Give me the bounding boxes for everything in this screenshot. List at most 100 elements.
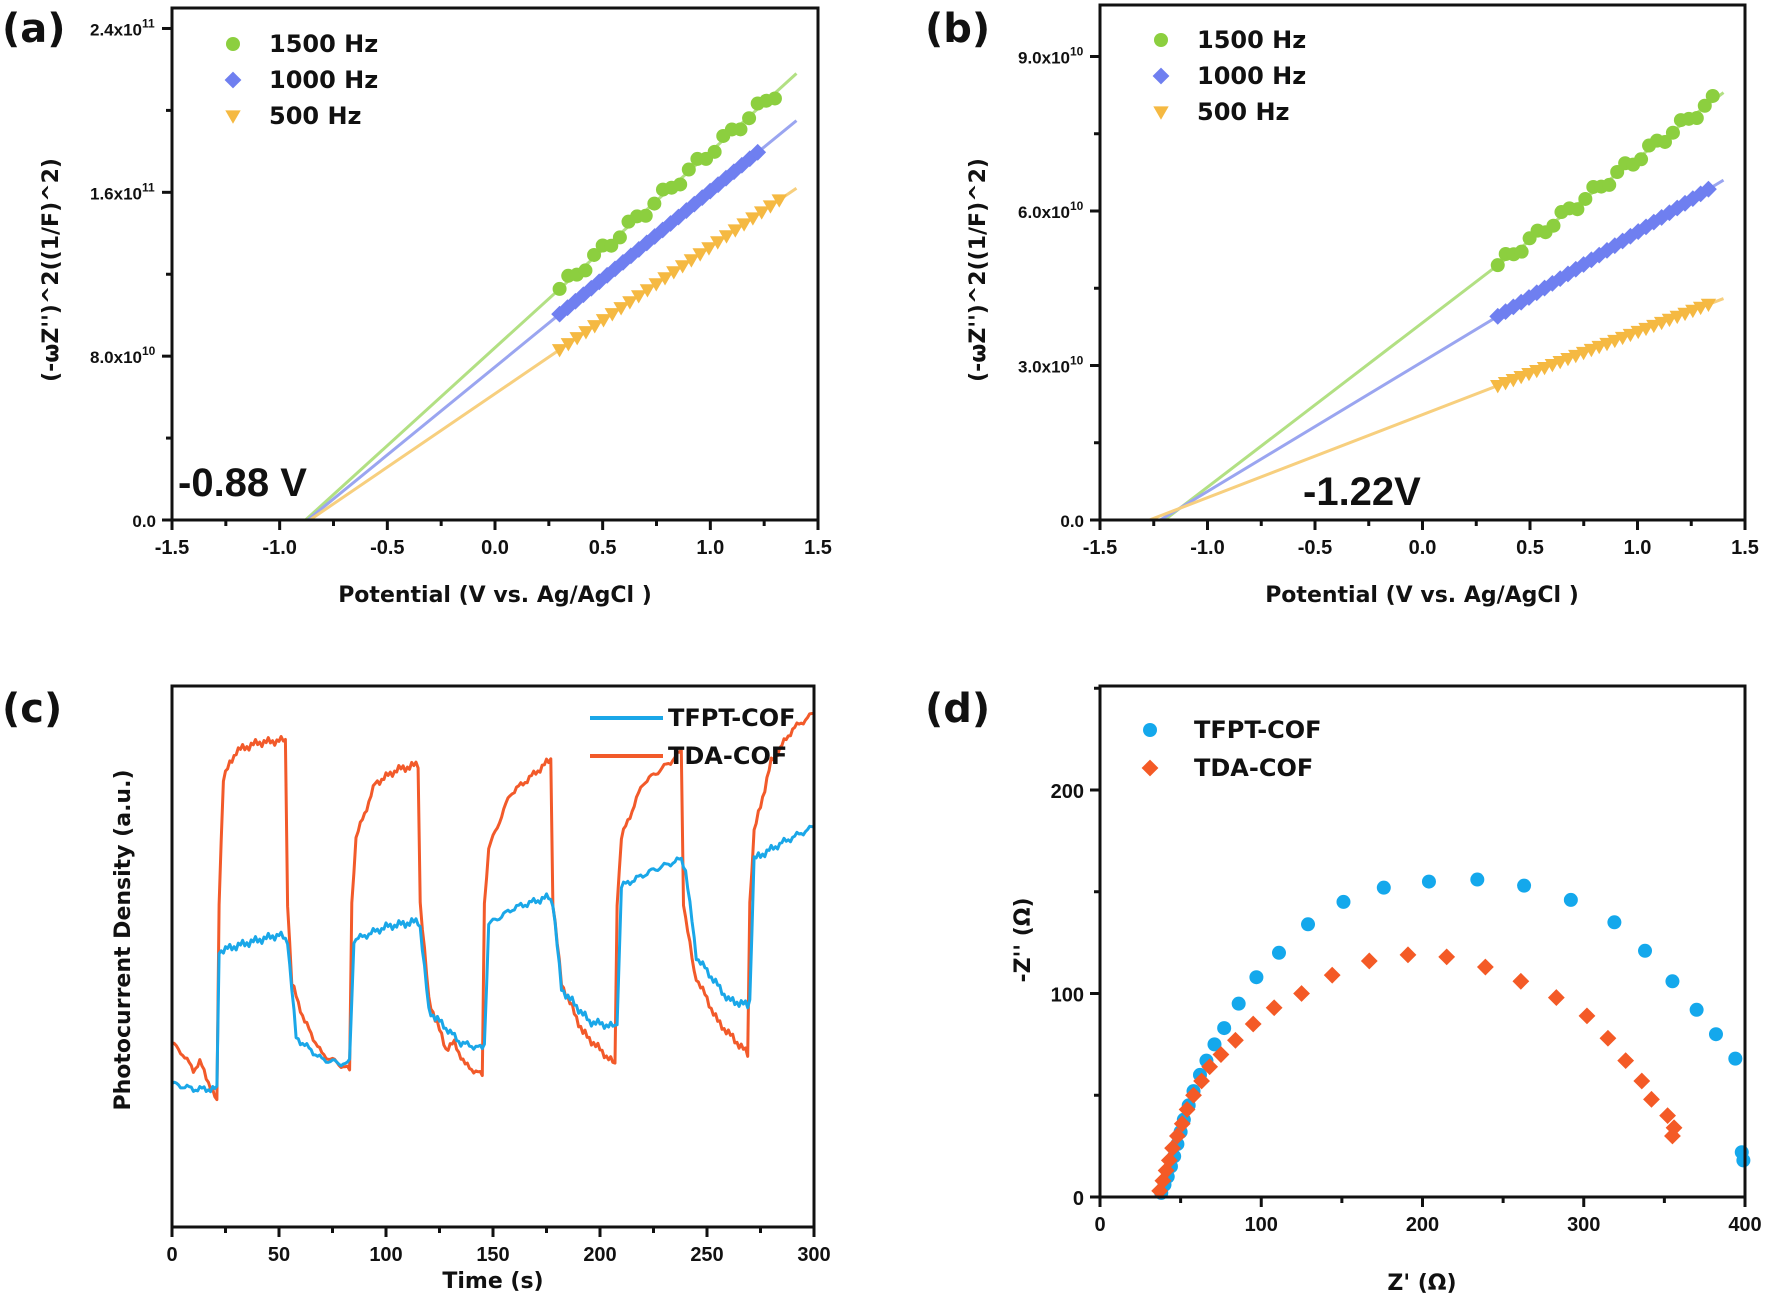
panel-d-data-point — [1664, 1127, 1681, 1145]
b-data-point — [1590, 246, 1608, 264]
a-x-tick-label: -1.0 — [262, 537, 296, 559]
a-data-point — [670, 208, 687, 226]
b-data-point — [1637, 218, 1655, 236]
b-y-tick-label: 0.0 — [1060, 512, 1084, 531]
b-data-point — [1697, 98, 1712, 113]
d-x-tick-label: 100 — [1245, 1214, 1278, 1236]
a-y-tick-label: 8.0x10 — [90, 348, 142, 367]
panel-d-data-point — [1659, 1107, 1676, 1124]
c-x-tick-label: 100 — [369, 1244, 402, 1266]
panel-d-legend-marker — [1143, 723, 1157, 737]
panel-b: (b) -1.5 -1.0 -0.5 0.0 0.5 1.0 1.5 0.03.0x10 10… — [925, 3, 1759, 608]
d-y-tick-label: 100 — [1051, 985, 1084, 1007]
panel-d-data-point — [1399, 946, 1417, 964]
d-x-tick-label: 0 — [1094, 1214, 1105, 1236]
b-data-point — [1653, 209, 1671, 226]
a-data-point — [727, 224, 744, 238]
a-data-point — [560, 338, 577, 352]
panel-c-y-axis-title: Photocurrent Density (a.u.) — [111, 769, 136, 1110]
a-data-point — [701, 182, 719, 200]
b-data-point — [1598, 241, 1616, 259]
panel-c-legend: TFPT-COF TDA-COF — [590, 704, 796, 770]
a-legend-marker — [226, 37, 240, 51]
panel-c-label: (c) — [2, 686, 62, 732]
panel-a-annotation: -0.88 V — [178, 461, 307, 505]
b-data-point — [1514, 244, 1529, 259]
b-data-point — [1657, 134, 1672, 149]
a-data-point — [639, 284, 656, 298]
panel-d-data-point — [1578, 1007, 1596, 1025]
b-data-point — [1614, 232, 1632, 250]
a-data-point — [613, 302, 629, 316]
a-data-point — [771, 194, 787, 208]
panel-b-x-ticks: -1.5 -1.0 -0.5 0.0 0.5 1.0 1.5 — [1083, 520, 1759, 559]
panel-d-data-point — [1227, 1031, 1244, 1049]
panel-d-data-point — [1607, 915, 1622, 930]
b-data-point — [1645, 213, 1663, 231]
panel-d-data-point — [1736, 1153, 1751, 1168]
a-data-point — [762, 200, 779, 214]
b-data-point — [1689, 111, 1704, 126]
b-x-tick-label: -0.5 — [1298, 537, 1332, 559]
panel-d-data-point — [1157, 1162, 1175, 1179]
a-data-point — [673, 177, 688, 192]
c-x-tick-label: 300 — [797, 1244, 830, 1266]
panel-d-data-point — [1231, 996, 1246, 1011]
panel-d-y-ticks: 0 100 200 — [1051, 686, 1100, 1210]
b-data-point — [1692, 185, 1710, 203]
b-y-tick-label: 6.0x10 — [1018, 203, 1070, 222]
a-x-tick-label: 0.5 — [589, 537, 617, 559]
a-data-point — [749, 143, 767, 161]
panel-d-data-point — [1301, 917, 1316, 932]
panel-c-x-ticks: 0 50 100 150 200 250 300 — [166, 1227, 831, 1266]
a-data-point — [630, 241, 648, 258]
panel-d-data-point — [1665, 974, 1680, 989]
a-legend-label: 500 Hz — [269, 102, 362, 130]
b-data-point — [1567, 260, 1585, 278]
panel-d-data-point — [1293, 985, 1310, 1002]
panel-d-x-axis-title: Z' (Ω) — [1387, 1271, 1456, 1296]
a-data-point — [736, 218, 752, 232]
a-data-point — [674, 260, 691, 274]
a-data-point — [551, 344, 568, 358]
b-data-point — [1634, 152, 1649, 167]
b-data-point — [1490, 258, 1505, 273]
a-data-point — [587, 247, 602, 262]
c-x-tick-label: 50 — [268, 1244, 290, 1266]
b-data-point — [1629, 223, 1647, 240]
a-legend-marker — [225, 110, 241, 124]
panel-d-data-point — [1360, 952, 1378, 970]
b-data-point — [1578, 191, 1593, 206]
panel-d-data-point — [1323, 966, 1341, 984]
panel-d-data-point — [1185, 1086, 1202, 1104]
a-data-point — [733, 122, 748, 137]
panel-d-data-point — [1708, 1027, 1723, 1042]
a-data-point — [666, 266, 682, 280]
a-y-tick-label: 0.0 — [132, 512, 156, 531]
panel-b-annotation: -1.22V — [1303, 470, 1421, 514]
panel-d-data-point — [1336, 894, 1351, 909]
a-y-tick-label: 1.6x10 — [90, 184, 142, 203]
b-y-tick-label: 3.0x10 — [1018, 358, 1070, 377]
b-data-point — [1575, 256, 1592, 273]
panel-d-data-point — [1563, 892, 1578, 907]
panel-d-data-point — [1638, 943, 1653, 958]
b-x-tick-label: 0.5 — [1516, 537, 1544, 559]
panel-d-data-point — [1512, 972, 1530, 990]
a-data-point — [701, 242, 717, 256]
panel-c-line-tda-cof — [171, 712, 816, 1102]
a-y-tick-exponent: 11 — [142, 16, 155, 30]
b-data-point — [1570, 202, 1585, 217]
b-x-tick-label: 1.0 — [1624, 537, 1652, 559]
a-x-tick-label: 0.0 — [481, 537, 509, 559]
panel-d-data-point — [1617, 1052, 1635, 1070]
panel-a-data-points — [551, 91, 787, 358]
a-data-point — [692, 248, 708, 262]
panel-b-y-ticks: 0.03.0x10 106.0x10 109.0x10 10 — [1018, 45, 1100, 531]
panel-d-legend-marker — [1141, 759, 1159, 777]
panel-d: (d) 0 100 200 300 400 0 100 200 Z' (Ω) -Z'' (Ω… — [925, 684, 1762, 1296]
b-data-point — [1543, 274, 1561, 292]
a-data-point — [578, 326, 594, 340]
panel-d-data-point — [1599, 1029, 1617, 1047]
a-x-tick-label: 1.5 — [804, 537, 832, 559]
